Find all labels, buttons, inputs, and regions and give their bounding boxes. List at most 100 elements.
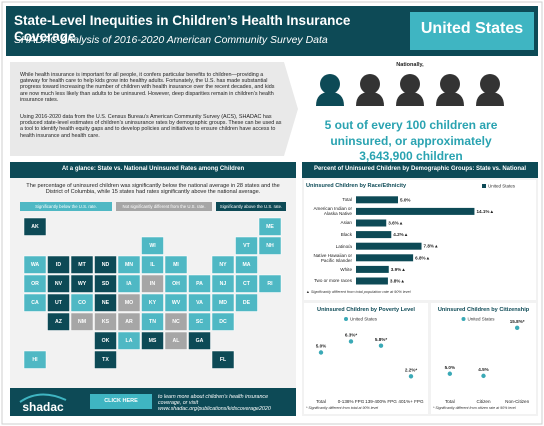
- logo-arc: [19, 393, 67, 403]
- category-label: Total: [445, 399, 455, 404]
- bar: [356, 242, 422, 250]
- state-tile: [164, 331, 188, 350]
- child-icons: [316, 74, 504, 106]
- chart-title: Uninsured Children by Poverty Level: [317, 307, 415, 313]
- state-label: AK: [31, 224, 39, 230]
- subtitle: SHADAC Analysis of 2016-2020 American Co…: [14, 34, 328, 46]
- state-label: FL: [220, 357, 227, 363]
- bar: [356, 254, 414, 262]
- state-label: NJ: [220, 281, 227, 287]
- state-tile: [94, 312, 117, 331]
- state-label: TN: [149, 319, 156, 325]
- chart-title: Uninsured Children by Citizenship: [437, 307, 530, 313]
- state-label: NH: [266, 243, 274, 249]
- state-label: OR: [31, 281, 39, 287]
- footer-band: [10, 388, 296, 416]
- state-label: CA: [31, 300, 39, 306]
- value-label: 7.8%▲: [424, 244, 439, 249]
- state-tile: [117, 312, 141, 331]
- state-label: UT: [55, 300, 63, 306]
- state-tile: [141, 312, 164, 331]
- state-tile: [188, 312, 211, 331]
- state-tile: [141, 293, 164, 312]
- state-label: NC: [172, 319, 180, 325]
- bar: [356, 196, 398, 204]
- state-label: DC: [219, 319, 227, 325]
- national-lead: Nationally,: [396, 62, 424, 68]
- state-tile: [47, 274, 70, 293]
- state-tile: [141, 236, 164, 255]
- state-tile: [188, 274, 211, 293]
- legend-label: United States: [350, 317, 378, 322]
- bar: [356, 277, 388, 285]
- location-box: [410, 12, 534, 50]
- state-tile: [94, 331, 117, 350]
- intro-paragraph: While health insurance is important for …: [20, 72, 275, 103]
- state-label: WA: [31, 262, 40, 268]
- state-label: IN: [150, 281, 155, 287]
- value-label: 5.0%: [445, 365, 455, 370]
- map-legend-item: Significantly above the U.S. rate.: [216, 202, 286, 211]
- state-tile: [211, 274, 235, 293]
- title: State-Level Inequities in Children’s Hea…: [14, 13, 351, 44]
- chart-title: Uninsured Children by Race/Ethnicity: [306, 183, 407, 189]
- category-label: Asian: [340, 220, 353, 226]
- state-tile: [47, 312, 70, 331]
- state-label: NV: [55, 281, 63, 287]
- state-label: CO: [78, 300, 86, 306]
- value-label: 3.8%▲: [390, 279, 405, 284]
- state-tile: [94, 293, 117, 312]
- legend-label: United States: [488, 184, 516, 189]
- state-label: IL: [150, 262, 155, 268]
- category-label: Total: [316, 399, 326, 404]
- bar: [356, 207, 475, 215]
- category-label: Two or more races: [313, 278, 352, 284]
- state-tile: [23, 274, 47, 293]
- state-tile: [235, 255, 258, 274]
- state-label: ID: [56, 262, 61, 268]
- state-label: MS: [149, 338, 157, 344]
- state-tile: [211, 255, 235, 274]
- state-label: PA: [196, 281, 203, 287]
- state-label: AZ: [55, 319, 63, 325]
- value-label: 2.2%*: [405, 368, 417, 373]
- state-label: OK: [102, 338, 110, 344]
- state-label: MA: [242, 262, 250, 268]
- state-label: GA: [196, 338, 204, 344]
- category-label: Latino/a: [335, 243, 352, 249]
- bar: [356, 231, 392, 239]
- legend-swatch: [461, 317, 466, 321]
- state-tile: [235, 274, 258, 293]
- category-label: American Indian or Alaska Native: [313, 206, 352, 217]
- button-label[interactable]: CLICK HERE: [104, 398, 138, 404]
- map-legend-item: Not significantly different from the U.S…: [116, 202, 212, 211]
- state-label: CT: [243, 281, 251, 287]
- state-tile: [211, 293, 235, 312]
- button[interactable]: [90, 394, 152, 409]
- location: United States: [420, 20, 524, 37]
- state-tile: [164, 312, 188, 331]
- state-label: AR: [125, 319, 133, 325]
- state-label: RI: [267, 281, 273, 287]
- state-label: TX: [102, 357, 109, 363]
- state-tile: [258, 217, 282, 236]
- state-tile: [23, 350, 47, 369]
- demographics-heading-band: [302, 162, 538, 178]
- legend-swatch: [344, 317, 348, 321]
- category-label: 139-400% FPG: [365, 399, 397, 404]
- category-label: Black: [340, 231, 352, 237]
- category-label: Non-Citizen: [505, 399, 529, 404]
- state-label: LA: [126, 338, 133, 344]
- state-label: MO: [125, 300, 133, 306]
- state-label: VA: [196, 300, 203, 306]
- state-tile: [117, 274, 141, 293]
- value-label: 6.3%*: [345, 333, 357, 338]
- state-tile: [211, 312, 235, 331]
- state-label: SC: [196, 319, 203, 325]
- value-label: 6.8%▲: [415, 255, 430, 260]
- bar: [356, 265, 389, 273]
- footnote: ▲ Significantly different from total pop…: [306, 290, 411, 294]
- state-label: KY: [149, 300, 157, 306]
- demographics-heading: Percent of Uninsured Children by Demogra…: [313, 166, 527, 172]
